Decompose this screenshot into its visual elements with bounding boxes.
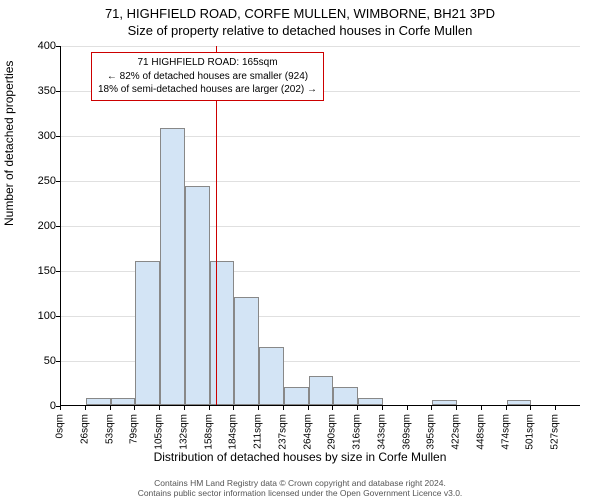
histogram-bar bbox=[135, 261, 160, 405]
annotation-line3: 18% of semi-detached houses are larger (… bbox=[98, 83, 317, 97]
histogram-bar bbox=[86, 398, 111, 405]
ytick-label: 100 bbox=[16, 310, 56, 322]
y-axis-label: Number of detached properties bbox=[2, 61, 16, 226]
xtick-label: 395sqm bbox=[426, 414, 437, 450]
histogram-bar bbox=[185, 186, 210, 405]
gridline bbox=[61, 181, 580, 182]
xtick-mark bbox=[555, 406, 556, 410]
ytick-mark bbox=[56, 271, 60, 272]
xtick-label: 158sqm bbox=[203, 414, 214, 450]
xtick-mark bbox=[382, 406, 383, 410]
xtick-mark bbox=[530, 406, 531, 410]
ytick-mark bbox=[56, 136, 60, 137]
plot-area: 71 HIGHFIELD ROAD: 165sqm ← 82% of detac… bbox=[60, 46, 580, 406]
ytick-label: 300 bbox=[16, 130, 56, 142]
annotation-line1: 71 HIGHFIELD ROAD: 165sqm bbox=[98, 56, 317, 70]
histogram-bar bbox=[210, 261, 235, 405]
ytick-mark bbox=[56, 316, 60, 317]
xtick-mark bbox=[258, 406, 259, 410]
xtick-label: 26sqm bbox=[79, 414, 90, 444]
ytick-mark bbox=[56, 181, 60, 182]
xtick-label: 501sqm bbox=[525, 414, 536, 450]
histogram-bar bbox=[284, 387, 309, 405]
xtick-label: 211sqm bbox=[253, 414, 264, 449]
xtick-mark bbox=[110, 406, 111, 410]
histogram-bar bbox=[259, 347, 284, 406]
gridline bbox=[61, 226, 580, 227]
xtick-mark bbox=[283, 406, 284, 410]
xtick-mark bbox=[431, 406, 432, 410]
xtick-mark bbox=[184, 406, 185, 410]
histogram-bar bbox=[111, 398, 136, 405]
ytick-mark bbox=[56, 226, 60, 227]
gridline bbox=[61, 136, 580, 137]
ytick-label: 250 bbox=[16, 175, 56, 187]
xtick-label: 132sqm bbox=[178, 414, 189, 450]
xtick-label: 53sqm bbox=[104, 414, 115, 444]
ytick-mark bbox=[56, 361, 60, 362]
ytick-label: 400 bbox=[16, 40, 56, 52]
xtick-label: 316sqm bbox=[352, 414, 363, 450]
chart-container: 71, HIGHFIELD ROAD, CORFE MULLEN, WIMBOR… bbox=[0, 0, 600, 500]
ytick-label: 50 bbox=[16, 355, 56, 367]
histogram-bar bbox=[333, 387, 358, 405]
xtick-label: 184sqm bbox=[228, 414, 239, 450]
ytick-label: 200 bbox=[16, 220, 56, 232]
histogram-bar bbox=[234, 297, 259, 405]
annotation-line2: ← 82% of detached houses are smaller (92… bbox=[98, 70, 317, 84]
xtick-mark bbox=[407, 406, 408, 410]
xtick-mark bbox=[209, 406, 210, 410]
histogram-bar bbox=[507, 400, 532, 405]
xtick-mark bbox=[85, 406, 86, 410]
xtick-label: 0sqm bbox=[55, 414, 66, 438]
chart-title-line1: 71, HIGHFIELD ROAD, CORFE MULLEN, WIMBOR… bbox=[0, 0, 600, 21]
xtick-mark bbox=[357, 406, 358, 410]
xtick-label: 264sqm bbox=[302, 414, 313, 450]
histogram-bar bbox=[309, 376, 334, 405]
xtick-label: 448sqm bbox=[475, 414, 486, 450]
xtick-label: 79sqm bbox=[129, 414, 140, 444]
xtick-label: 105sqm bbox=[154, 414, 165, 450]
xtick-mark bbox=[308, 406, 309, 410]
xtick-label: 237sqm bbox=[277, 414, 288, 450]
xtick-mark bbox=[481, 406, 482, 410]
xtick-label: 474sqm bbox=[500, 414, 511, 450]
xtick-label: 369sqm bbox=[401, 414, 412, 450]
ytick-mark bbox=[56, 91, 60, 92]
footer-attribution: Contains HM Land Registry data © Crown c… bbox=[0, 478, 600, 498]
xtick-mark bbox=[456, 406, 457, 410]
xtick-mark bbox=[506, 406, 507, 410]
gridline bbox=[61, 46, 580, 47]
histogram-bar bbox=[160, 128, 185, 405]
footer-line2: Contains public sector information licen… bbox=[0, 488, 600, 498]
xtick-label: 422sqm bbox=[451, 414, 462, 450]
xtick-mark bbox=[159, 406, 160, 410]
histogram-bar bbox=[432, 400, 457, 405]
ytick-label: 350 bbox=[16, 85, 56, 97]
annotation-box: 71 HIGHFIELD ROAD: 165sqm ← 82% of detac… bbox=[91, 52, 324, 101]
xtick-label: 343sqm bbox=[376, 414, 387, 450]
xtick-mark bbox=[233, 406, 234, 410]
xtick-mark bbox=[134, 406, 135, 410]
footer-line1: Contains HM Land Registry data © Crown c… bbox=[0, 478, 600, 488]
ytick-label: 150 bbox=[16, 265, 56, 277]
xtick-label: 290sqm bbox=[327, 414, 338, 450]
ytick-mark bbox=[56, 46, 60, 47]
xtick-mark bbox=[60, 406, 61, 410]
xtick-label: 527sqm bbox=[550, 414, 561, 450]
x-axis-label: Distribution of detached houses by size … bbox=[0, 450, 600, 464]
ytick-label: 0 bbox=[16, 400, 56, 412]
chart-title-line2: Size of property relative to detached ho… bbox=[0, 21, 600, 38]
xtick-mark bbox=[332, 406, 333, 410]
histogram-bar bbox=[358, 398, 383, 405]
